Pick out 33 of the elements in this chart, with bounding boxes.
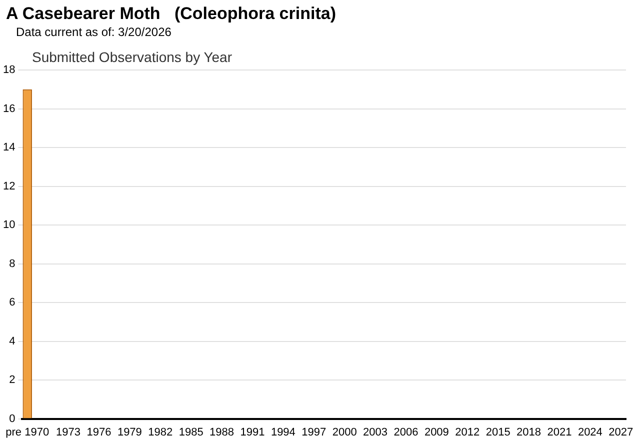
x-tick-label: 1973 bbox=[56, 426, 81, 438]
x-tick-label: pre 1970 bbox=[6, 426, 50, 438]
x-tick-label: 1982 bbox=[148, 426, 173, 438]
x-tick-label: 2024 bbox=[578, 426, 602, 438]
x-tick-label: 2006 bbox=[394, 426, 418, 438]
x-tick-label: 1985 bbox=[178, 426, 204, 438]
x-tick-label: 2027 bbox=[608, 426, 634, 438]
x-tick-label: 2015 bbox=[486, 426, 510, 438]
x-tick-label: 2018 bbox=[516, 426, 542, 438]
y-tick-label: 10 bbox=[2, 219, 16, 232]
y-tick-label: 8 bbox=[9, 258, 16, 270]
y-tick-label: 16 bbox=[2, 102, 16, 115]
y-tick-label: 6 bbox=[9, 296, 16, 309]
x-tick-label: 1991 bbox=[240, 426, 265, 438]
chart-subtitle: Data current as of: 3/20/2026 bbox=[16, 25, 172, 39]
x-tick-label: 2000 bbox=[332, 426, 357, 438]
x-tick-label: 1997 bbox=[302, 426, 326, 438]
y-tick-label: 4 bbox=[9, 335, 16, 348]
y-tick-label: 14 bbox=[2, 142, 16, 154]
x-tick-label: 1994 bbox=[270, 426, 296, 438]
x-tick-label: 1976 bbox=[86, 426, 112, 438]
y-tick-label: 12 bbox=[2, 180, 16, 192]
x-tick-label: 2012 bbox=[455, 426, 480, 438]
x-tick-label: 2003 bbox=[363, 426, 388, 438]
text: Submitted Observations by Year bbox=[32, 49, 232, 65]
y-tick-label: 18 bbox=[2, 64, 16, 76]
x-tick-label: 1979 bbox=[117, 426, 142, 438]
chart-title: A Casebearer Moth (Coleophora crinita) bbox=[6, 4, 336, 24]
y-tick-label: 0 bbox=[9, 412, 16, 425]
x-tick-label: 2009 bbox=[424, 426, 449, 438]
y-tick-label: 2 bbox=[9, 374, 16, 386]
x-tick-label: 1988 bbox=[210, 426, 234, 438]
x-tick-label: 2021 bbox=[547, 426, 572, 438]
